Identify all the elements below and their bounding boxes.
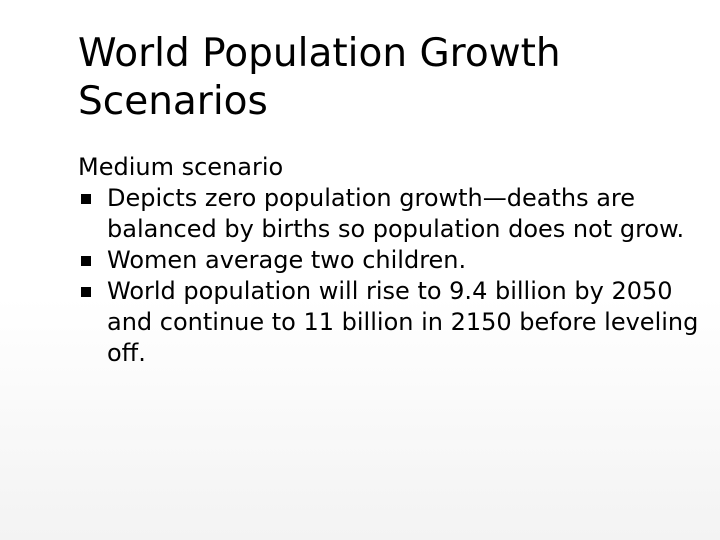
bullet-text: Women average two children. xyxy=(107,246,467,274)
square-bullet-icon xyxy=(81,256,91,266)
bullet-text: World population will rise to 9.4 billio… xyxy=(107,277,699,367)
bullet-item: World population will rise to 9.4 billio… xyxy=(78,276,708,369)
slide-title: World Population Growth Scenarios xyxy=(78,31,561,124)
bullet-item: Women average two children. xyxy=(78,245,708,276)
slide-body: Medium scenario Depicts zero population … xyxy=(78,152,708,369)
bullet-text: Depicts zero population growth—deaths ar… xyxy=(107,184,685,243)
bullet-item: Depicts zero population growth—deaths ar… xyxy=(78,183,708,245)
bullet-list: Depicts zero population growth—deaths ar… xyxy=(78,183,708,369)
square-bullet-icon xyxy=(81,194,91,204)
square-bullet-icon xyxy=(81,287,91,297)
scenario-heading: Medium scenario xyxy=(78,153,284,181)
